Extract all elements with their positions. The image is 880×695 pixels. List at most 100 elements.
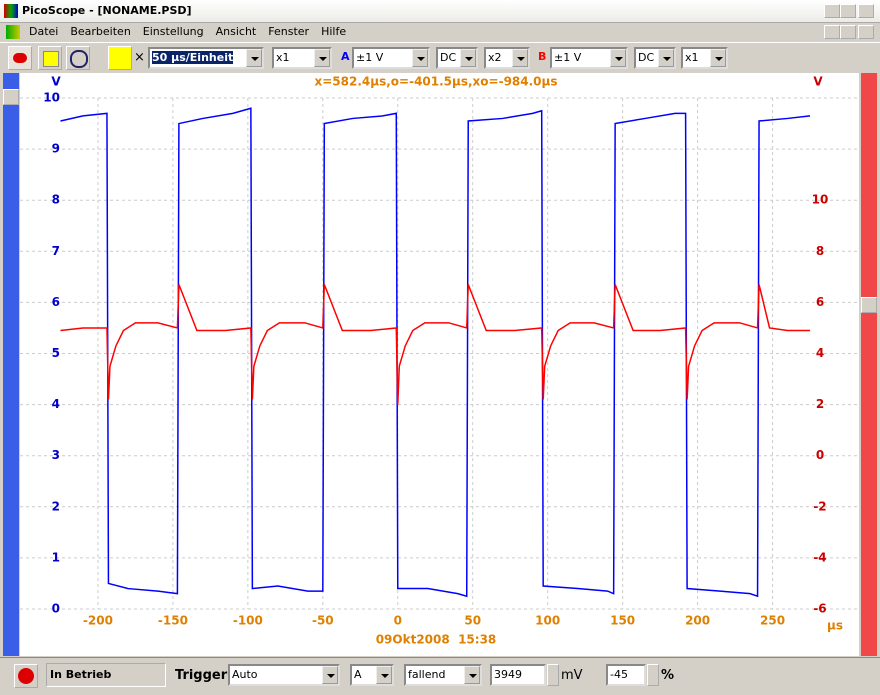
pretrigger-unit: % [661,668,675,683]
channel-a-coupling[interactable]: DC [436,47,478,69]
spectrum-button[interactable] [38,46,62,70]
pretrigger[interactable]: -45 [606,664,646,686]
y-tick-label: 2 [52,499,60,513]
channel-a-label: A [341,50,350,63]
trigger-edge[interactable]: fallend [404,664,482,686]
maximize-button[interactable] [840,4,856,18]
channel-a-range-value: ±1 V [356,51,384,64]
menu-item[interactable]: Bearbeiten [70,25,131,38]
y-tick-label: 4 [52,397,60,411]
trigger-channel-value: A [354,668,362,681]
meter-button[interactable] [66,46,90,70]
cursor-readout: x=582.4µs,o=-401.5µs,xo=-984.0µs [315,75,558,89]
trigger-channel[interactable]: A [350,664,394,686]
state-box: In Betrieb [46,663,166,687]
x-tick-label: 100 [535,614,560,628]
toolbar: × 50 µs/Einheit x1 A ±1 V DC x2 B ±1 V D… [0,42,880,73]
timebase-select[interactable]: 50 µs/Einheit [148,47,264,69]
menu-bar: Datei Bearbeiten Einstellung Ansicht Fenster… [0,22,880,42]
window-title: PicoScope - [NONAME.PSD] [22,4,192,17]
menu-item[interactable]: Einstellung [142,25,204,38]
app-icon [4,4,18,18]
time-zoom-select[interactable]: x1 [272,47,332,69]
y2-tick-label: 0 [816,448,824,462]
trace-button[interactable] [108,46,132,70]
run-state: In Betrieb [50,668,112,681]
plot-background [20,73,859,656]
trigger-mode-value: Auto [232,668,258,681]
channel-a-coupling-value: DC [440,51,457,64]
y-tick-label: 3 [52,448,60,462]
x-tick-label: 50 [464,614,481,628]
menu-item[interactable]: Hilfe [321,25,347,38]
y-tick-label: 1 [52,550,60,564]
y-tick-label: 7 [52,244,60,258]
channel-a-zoom-value: x2 [488,51,502,64]
channel-b-zoom-value: x1 [685,51,699,64]
scope-button[interactable] [8,46,32,70]
close-button[interactable] [858,4,874,18]
time-zoom-value: x1 [276,51,290,64]
channel-b-range[interactable]: ±1 V [550,47,628,69]
x-tick-label: -100 [233,614,263,628]
series-line [60,107,811,598]
menu-items: Datei Bearbeiten Einstellung Ansicht Fenster… [29,25,358,38]
channel-b-coupling-value: DC [638,51,655,64]
menu-item[interactable]: Ansicht [215,25,257,38]
y2-unit: V [813,75,823,89]
trigger-edge-value: fallend [408,668,446,681]
channel-b-label: B [538,50,547,63]
y2-tick-label: -6 [813,602,826,616]
channel-b-scrollbar[interactable] [861,73,877,656]
trigger-label: Trigger [175,668,228,683]
trigger-mode[interactable]: Auto [228,664,340,686]
y-tick-label: 9 [52,142,60,156]
minimize-button[interactable] [824,4,840,18]
x-tick-label: -200 [83,614,113,628]
y-tick-label: 8 [52,193,60,207]
timebase-value: 50 µs/Einheit [152,51,234,64]
y2-tick-label: -2 [813,499,826,513]
channel-a-zoom[interactable]: x2 [484,47,530,69]
channel-a-range[interactable]: ±1 V [352,47,430,69]
y-tick-label: 0 [52,602,60,616]
doc-restore[interactable] [840,25,856,39]
doc-minimize[interactable] [824,25,840,39]
chart: V V x=582.4µs,o=-401.5µs,xo=-984.0µs µs … [20,73,859,656]
x-tick-label: 200 [685,614,710,628]
channel-b-zoom[interactable]: x1 [681,47,728,69]
x-tick-label: -150 [158,614,188,628]
menu-item[interactable]: Fenster [268,25,310,38]
y2-tick-label: 4 [816,346,824,360]
menu-item[interactable]: Datei [29,25,59,38]
level-spinner[interactable] [547,664,559,686]
y2-tick-label: 2 [816,397,824,411]
pretrigger-spinner[interactable] [647,664,659,686]
y-tick-label: 5 [52,346,60,360]
level-unit: mV [561,668,583,683]
trigger-level[interactable]: 3949 [490,664,546,686]
y-tick-label: 6 [52,295,60,309]
doc-icon [6,25,20,39]
channel-a-scrollbar[interactable] [3,73,19,656]
y2-tick-label: 8 [816,244,824,258]
x-tick-label: 250 [760,614,785,628]
y2-tick-label: -4 [813,550,826,564]
y-unit: V [51,75,61,89]
multiplier-symbol: × [134,50,145,65]
x-unit: µs [827,619,843,633]
doc-close[interactable] [858,25,874,39]
x-tick-label: -50 [312,614,334,628]
channel-b-coupling[interactable]: DC [634,47,676,69]
channel-b-range-value: ±1 V [554,51,582,64]
x-tick-label: 0 [394,614,402,628]
y2-tick-label: 10 [812,193,829,207]
status-bar: In Betrieb Trigger Auto A fallend 3949 m… [0,657,880,695]
pretrigger-value: -45 [610,668,628,681]
y2-tick-label: 6 [816,295,824,309]
series-line [60,284,811,405]
trigger-level-value: 3949 [494,668,522,681]
stop-button[interactable] [14,664,38,688]
x-tick-label: 150 [610,614,635,628]
